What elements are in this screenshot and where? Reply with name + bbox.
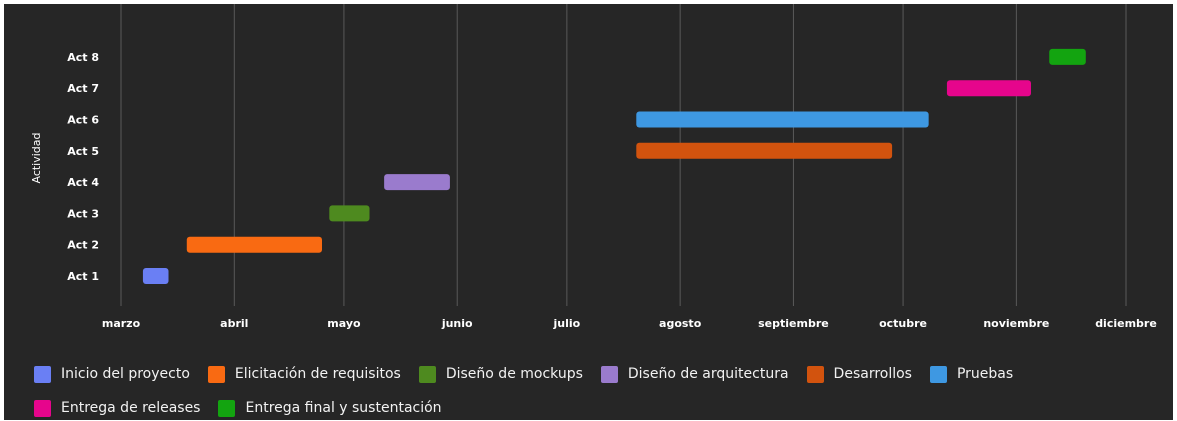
gantt-bar[interactable] [1049,48,1086,65]
x-tick-label: junio [441,317,473,330]
legend-item[interactable]: Elicitación de requisitos [207,363,401,385]
x-tick-label: septiembre [758,317,829,330]
legend-swatch [929,365,947,383]
x-tick-label: mayo [327,317,361,330]
gantt-chart: marzo abril mayo junio julio agosto septiembre… [30,4,1157,330]
legend-swatch [34,365,51,383]
legend-label: Diseño de arquitectura [627,366,789,382]
y-tick-label: Act 2 [67,239,99,252]
y-tick-labels: Act 1 Act 2 Act 3 Act 4 Act 5 Act 6 Act 7 Act 8 [67,51,99,283]
x-tick-labels: marzo abril mayo junio julio agosto septiembre… [102,317,1157,330]
legend-swatch [207,365,225,383]
legend-item[interactable]: Pruebas [929,363,1014,385]
x-tick-label: diciembre [1095,317,1157,330]
legend-swatch [418,365,436,383]
gantt-bar[interactable] [329,205,370,222]
y-tick-label: Act 8 [67,51,99,64]
legend-label: Diseño de mockups [445,366,583,382]
gantt-bar[interactable] [186,236,322,253]
legend-label: Entrega final y sustentación [245,400,442,416]
legend-label: Entrega de releases [61,400,201,416]
bars [142,48,1086,284]
y-tick-label: Act 3 [67,207,99,220]
chart-panel: marzo abril mayo junio julio agosto septiembre… [4,4,1173,420]
y-tick-label: Act 7 [67,82,99,95]
legend-item[interactable]: Diseño de mockups [418,363,583,385]
legend-item[interactable]: Diseño de arquitectura [600,363,789,385]
gantt-bar[interactable] [142,268,169,284]
legend-item[interactable]: Desarrollos [806,363,912,385]
y-tick-label: Act 1 [67,270,99,283]
legend-item[interactable]: Entrega de releases [34,397,200,419]
x-tick-label: agosto [659,317,702,330]
grid-lines [120,4,1127,306]
x-tick-label: octubre [879,317,927,330]
legend-label: Inicio del proyecto [61,366,190,382]
legend-label: Pruebas [956,366,1014,382]
y-tick-label: Act 4 [67,176,99,189]
gantt-bar[interactable] [636,142,893,159]
legend-swatch [806,365,824,383]
legend-label: Elicitación de requisitos [234,366,401,382]
y-tick-label: Act 6 [67,114,99,127]
gantt-bar[interactable] [384,174,450,191]
x-tick-label: marzo [102,317,141,330]
x-tick-label: abril [220,317,248,330]
y-tick-label: Act 5 [67,145,99,158]
legend-swatch [600,365,618,383]
gantt-bar[interactable] [636,111,929,128]
legend: Inicio del proyecto Elicitación de requis… [34,363,1164,419]
legend-item[interactable]: Entrega final y sustentación [218,397,442,419]
legend-swatch [34,399,51,417]
gantt-bar[interactable] [946,80,1031,97]
legend-label: Desarrollos [833,366,912,382]
x-tick-label: noviembre [983,317,1049,330]
x-tick-label: julio [553,317,581,330]
y-axis-label: Actividad [30,132,43,183]
legend-swatch [218,399,236,417]
legend-item[interactable]: Inicio del proyecto [34,363,190,385]
